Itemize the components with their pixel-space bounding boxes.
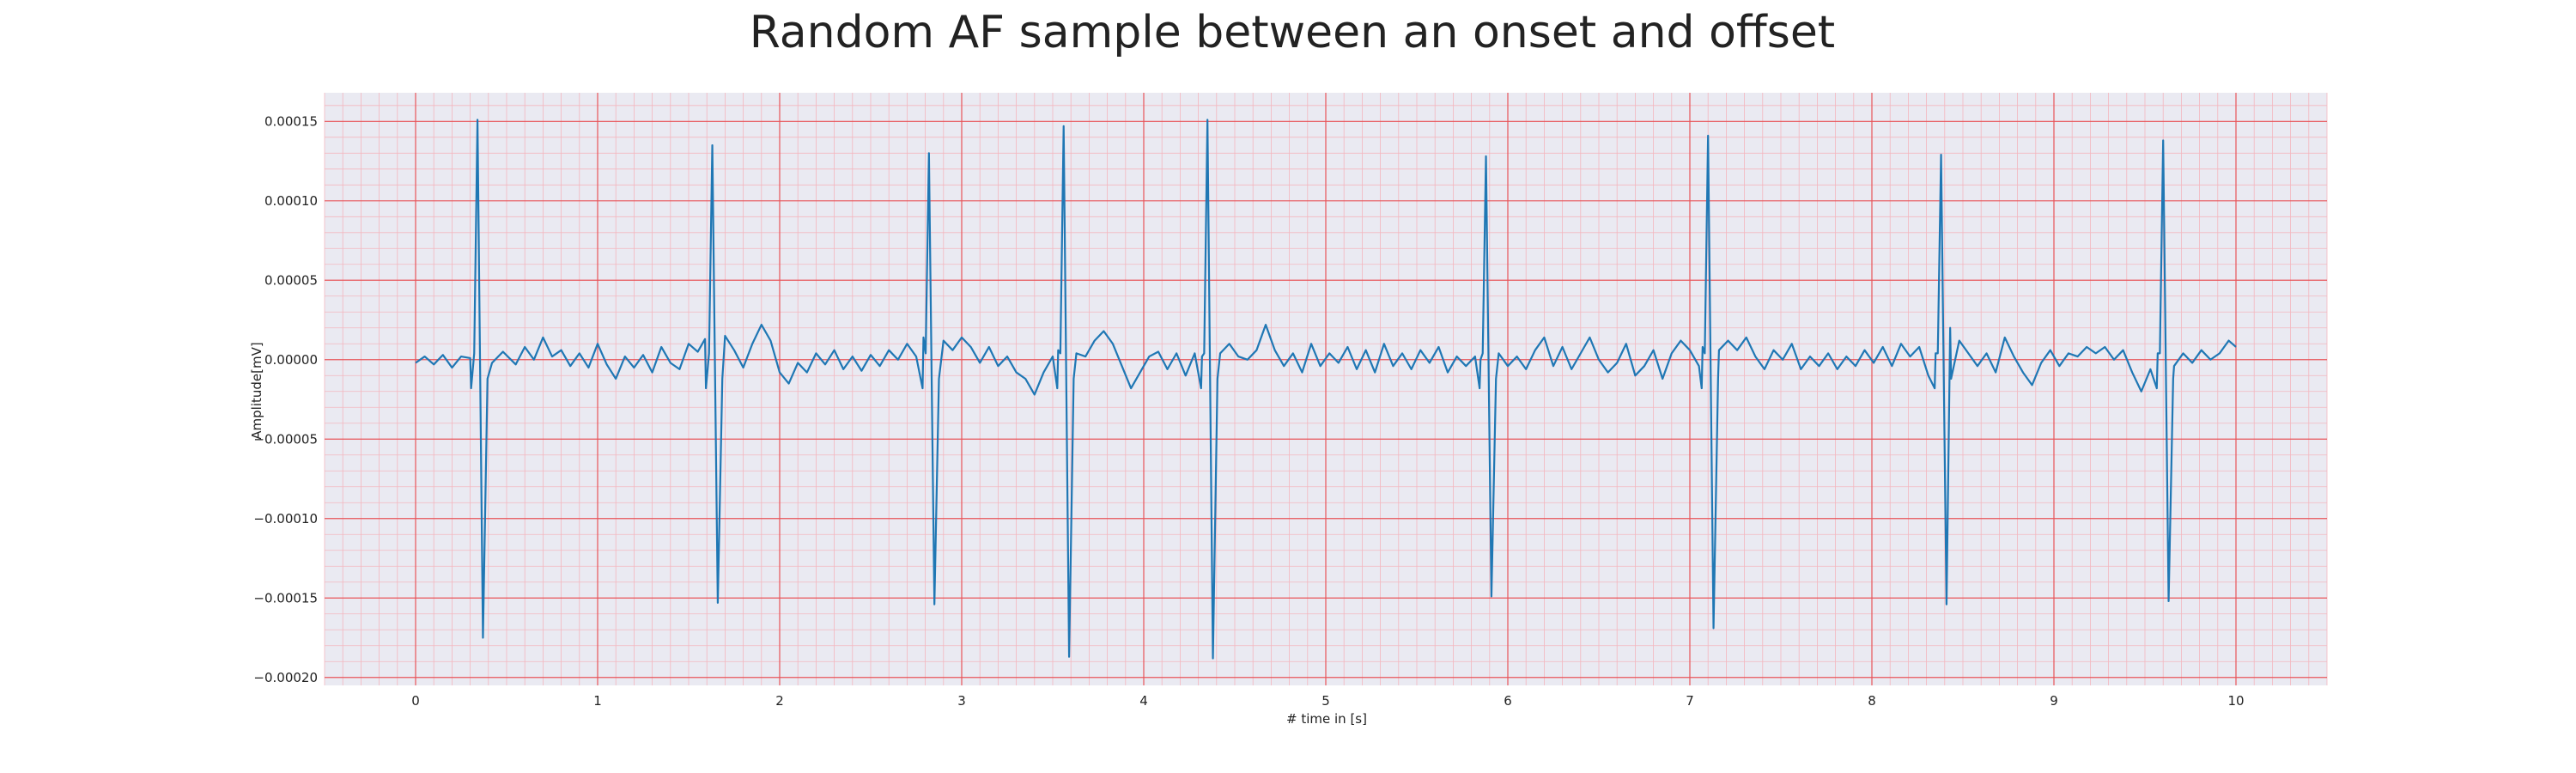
- ecg-series-line: [415, 119, 2237, 660]
- y-tick-label: −0.00020: [253, 670, 318, 685]
- x-tick-label: 9: [2050, 693, 2058, 709]
- chart-title: Random AF sample between an onset and of…: [750, 7, 1835, 58]
- y-tick-label: −0.00010: [253, 511, 318, 526]
- y-tick-label: 0.00000: [264, 352, 318, 368]
- y-tick-label: 0.00005: [264, 272, 318, 288]
- x-tick-label: 8: [1868, 693, 1876, 709]
- x-tick-label: 2: [775, 693, 784, 709]
- x-tick-label: 7: [1686, 693, 1694, 709]
- x-tick-label: 1: [593, 693, 602, 709]
- y-tick-label: −0.00005: [253, 431, 318, 447]
- x-tick-label: 0: [411, 693, 420, 709]
- y-tick-label: −0.00015: [253, 590, 318, 606]
- plot-area: 0 1 2 3 4 5 6 7 8 9 10 −0.00020 −0.00015 −0.00010 −0.0…: [253, 93, 2328, 709]
- x-tick-label: 5: [1321, 693, 1330, 709]
- x-tick-label: 10: [2227, 693, 2244, 709]
- x-tick-label: 6: [1504, 693, 1512, 709]
- y-tick-label: 0.00010: [264, 193, 318, 209]
- x-tick-label: 3: [957, 693, 966, 709]
- y-axis-label: Amplitude[mV]: [249, 342, 264, 439]
- x-axis-label: # time in [s]: [1286, 711, 1367, 727]
- x-tick-label: 4: [1139, 693, 1148, 709]
- y-tick-label: 0.00015: [264, 113, 318, 129]
